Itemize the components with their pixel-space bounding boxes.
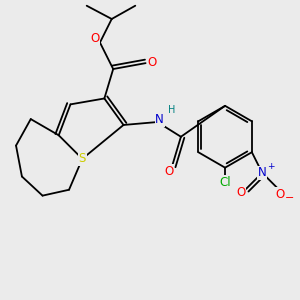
Text: H: H: [168, 105, 175, 115]
Text: O: O: [147, 56, 157, 69]
Text: +: +: [267, 162, 274, 171]
Text: O: O: [275, 188, 284, 201]
Text: O: O: [236, 186, 245, 199]
Text: N: N: [155, 113, 164, 126]
Text: O: O: [164, 165, 173, 178]
Text: Cl: Cl: [219, 176, 231, 189]
Text: S: S: [79, 152, 86, 165]
Text: O: O: [90, 32, 99, 46]
Text: N: N: [258, 166, 266, 179]
Text: −: −: [285, 194, 294, 203]
